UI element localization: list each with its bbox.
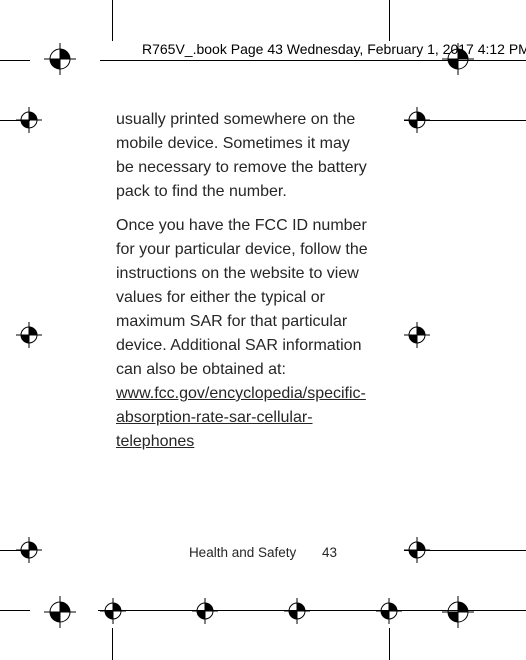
rule — [0, 120, 30, 121]
registration-mark-icon — [404, 322, 430, 348]
rule — [0, 610, 30, 611]
registration-mark-icon — [442, 596, 474, 628]
rule — [112, 0, 113, 41]
registration-mark-icon — [376, 598, 402, 624]
page-number: 43 — [322, 545, 337, 560]
rule — [0, 60, 30, 61]
header-rule — [100, 60, 526, 61]
rule — [404, 120, 526, 121]
registration-mark-icon — [192, 598, 218, 624]
paragraph: usually printed somewhere on the mobile … — [116, 108, 372, 204]
registration-mark-icon — [44, 43, 76, 75]
rule — [389, 0, 390, 41]
rule — [98, 610, 526, 611]
footer: Health and Safety 43 — [0, 545, 526, 560]
page: R765V_.book Page 43 Wednesday, February … — [0, 0, 526, 660]
footer-label: Health and Safety — [189, 545, 296, 560]
header-text: R765V_.book Page 43 Wednesday, February … — [142, 41, 526, 57]
registration-mark-icon — [16, 322, 42, 348]
sar-link[interactable]: www.fcc.gov/encyclopedia/specific-absorp… — [116, 385, 366, 450]
body-text: usually printed somewhere on the mobile … — [116, 108, 372, 464]
rule — [389, 628, 390, 660]
paragraph-text: Once you have the FCC ID number for your… — [116, 217, 368, 378]
registration-mark-icon — [44, 596, 76, 628]
rule — [112, 628, 113, 660]
registration-mark-icon — [100, 598, 126, 624]
registration-mark-icon — [284, 598, 310, 624]
paragraph: Once you have the FCC ID number for your… — [116, 214, 372, 454]
